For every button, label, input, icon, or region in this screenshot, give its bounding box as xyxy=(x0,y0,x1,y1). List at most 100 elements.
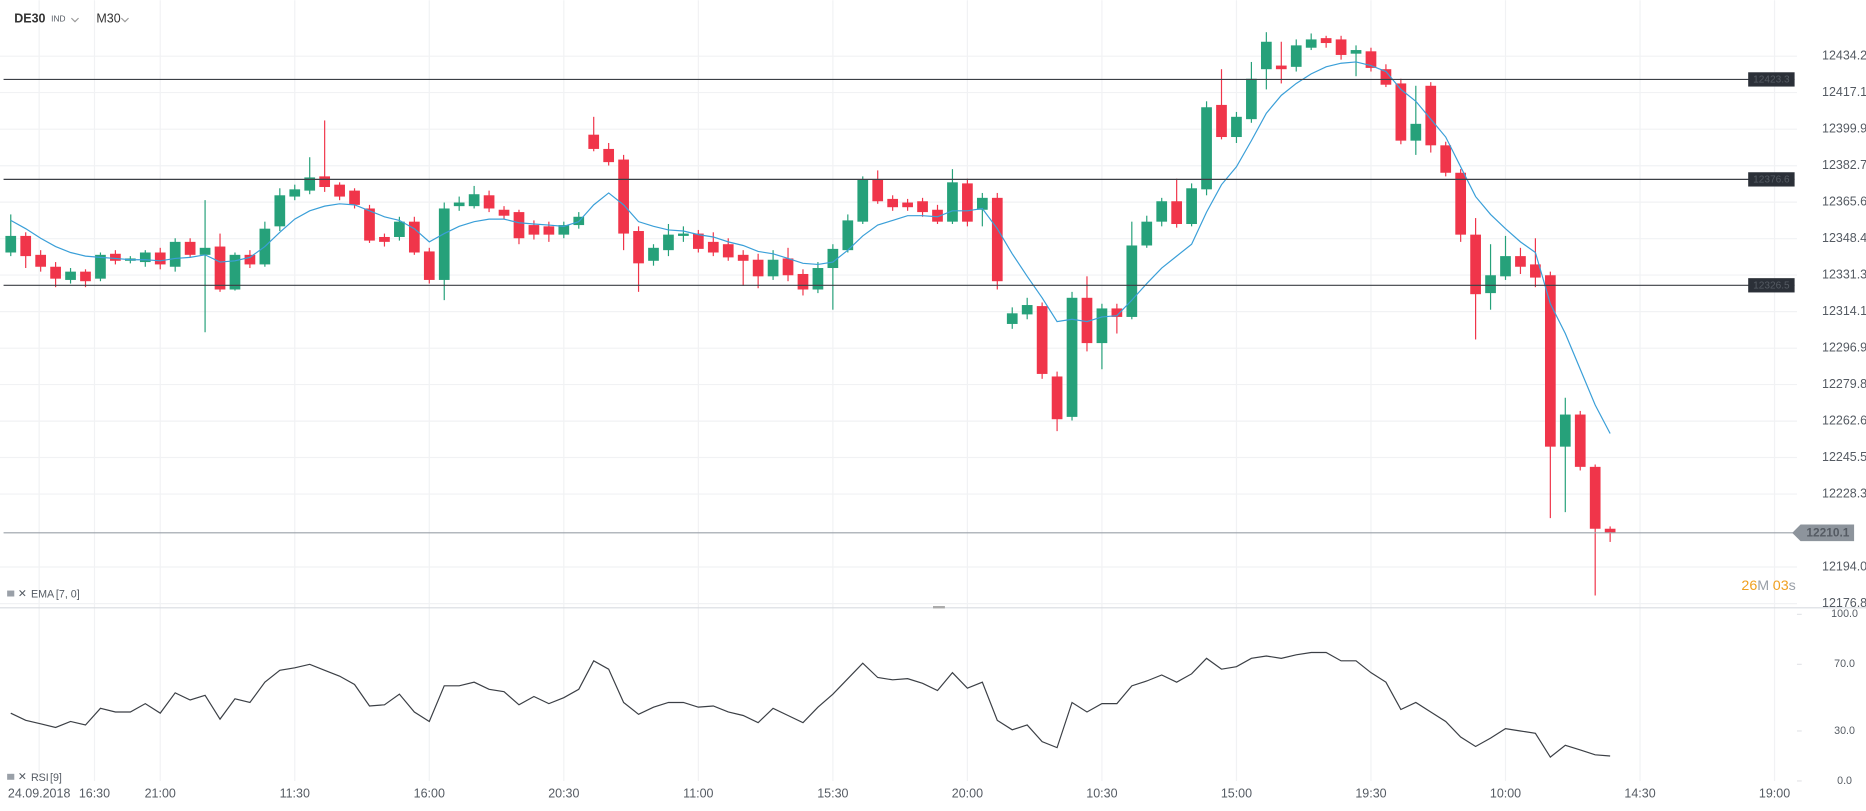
rsi-name: RSI xyxy=(31,772,49,784)
candle-body xyxy=(1574,414,1586,467)
x-tick-label: 11:00 xyxy=(683,786,713,800)
countdown-unit: s xyxy=(1789,578,1796,594)
level-label: 12376.6 xyxy=(1753,175,1790,186)
x-tick-label: 19:30 xyxy=(1355,786,1386,800)
candle-body xyxy=(1036,306,1048,374)
candle-body xyxy=(1111,308,1123,317)
last-price-box xyxy=(1792,524,1855,542)
candle-body xyxy=(289,189,301,197)
x-tick-label: 20:30 xyxy=(548,786,579,800)
x-tick-label: 21:00 xyxy=(145,786,176,800)
candle-body xyxy=(110,253,121,261)
dropdown-caret[interactable] xyxy=(70,17,79,23)
pane-handle[interactable] xyxy=(933,606,945,609)
candle-body xyxy=(1081,297,1093,344)
candle-body xyxy=(65,271,76,280)
candle-body xyxy=(1320,38,1332,44)
candle-body xyxy=(1559,414,1571,447)
x-tick-label: 15:30 xyxy=(817,786,848,800)
level-box xyxy=(1748,278,1795,293)
candle-body xyxy=(797,273,809,290)
candle-body xyxy=(1425,85,1437,146)
candle-body xyxy=(1455,172,1467,235)
candle-body xyxy=(991,197,1003,282)
rsi-tick-label: 0.0 xyxy=(1837,775,1852,787)
y-tick-label: 12176.8 xyxy=(1822,596,1866,610)
level-box xyxy=(1748,72,1795,87)
candle-body xyxy=(1186,188,1197,225)
y-tick-label: 12331.3 xyxy=(1822,267,1866,281)
y-tick-label: 12228.3 xyxy=(1822,486,1866,500)
candle-body xyxy=(1216,104,1227,138)
candle-body xyxy=(139,252,151,263)
candle-body xyxy=(364,208,375,241)
candle-body xyxy=(543,226,555,235)
rsi-params: [9] xyxy=(50,772,62,784)
candle-body xyxy=(1290,45,1302,67)
indicator-icon[interactable] xyxy=(7,590,15,597)
y-tick-label: 12279.8 xyxy=(1822,377,1866,391)
indicator-icon[interactable] xyxy=(7,773,15,780)
candle-body xyxy=(214,246,226,290)
candle-body xyxy=(199,247,211,255)
candle-body xyxy=(1231,116,1242,138)
candle-body xyxy=(558,225,570,235)
indicator-close[interactable]: ✕ xyxy=(18,771,27,783)
y-tick-label: 12382.7 xyxy=(1822,158,1866,172)
candle-body xyxy=(1066,297,1078,417)
candle-body xyxy=(394,221,405,237)
candle-body xyxy=(1096,308,1108,344)
candle-body xyxy=(782,258,794,276)
candle-body xyxy=(857,179,869,222)
last-price-label: 12210.1 xyxy=(1806,526,1849,540)
candle-body xyxy=(184,241,196,255)
candle-body xyxy=(1171,201,1183,225)
x-tick-label: 24.09.2018 xyxy=(8,786,71,800)
candle-body xyxy=(633,231,644,264)
x-tick-label: 10:00 xyxy=(1490,786,1521,800)
candle-body xyxy=(50,266,61,279)
candle-body xyxy=(319,176,331,188)
candle-body xyxy=(707,241,719,253)
candle-body xyxy=(692,233,704,249)
candle-body xyxy=(947,182,958,222)
level-label: 12326.5 xyxy=(1753,281,1790,292)
candle-body xyxy=(917,201,928,213)
y-tick-label: 12417.1 xyxy=(1822,85,1866,99)
dropdown-caret[interactable] xyxy=(120,17,129,23)
y-tick-label: 12262.6 xyxy=(1822,413,1866,427)
indicator-close[interactable]: ✕ xyxy=(18,588,27,600)
candle-body xyxy=(1156,201,1168,222)
rsi-tick-label: 30.0 xyxy=(1834,725,1855,737)
candle-body xyxy=(588,134,600,149)
x-tick-label: 19:00 xyxy=(1759,786,1790,800)
candle-body xyxy=(842,220,854,251)
candle-body xyxy=(737,254,749,261)
symbol[interactable]: DE30 xyxy=(14,12,45,26)
candle-body xyxy=(1021,305,1033,315)
y-tick-label: 12245.5 xyxy=(1822,450,1866,464)
x-tick-label: 14:30 xyxy=(1624,786,1655,800)
timeframe[interactable]: M30 xyxy=(96,12,120,26)
candle-body xyxy=(902,202,913,208)
candle-body xyxy=(767,259,779,277)
candle-body xyxy=(1305,39,1317,48)
x-tick-label: 20:00 xyxy=(952,786,983,800)
candle-body xyxy=(932,209,943,222)
candle-body xyxy=(1440,145,1452,173)
countdown-minutes: 26 xyxy=(1741,578,1757,594)
candle-body xyxy=(1246,78,1257,120)
y-tick-label: 12348.4 xyxy=(1822,231,1866,245)
ema-line xyxy=(10,61,1611,434)
candle-body xyxy=(408,221,420,253)
ema-params: [7, 0] xyxy=(56,589,80,601)
candle-body xyxy=(603,148,615,163)
candle-body xyxy=(648,247,659,261)
candle-body xyxy=(1604,528,1616,533)
x-tick-label: 10:30 xyxy=(1086,786,1117,800)
candle-body xyxy=(1500,256,1511,277)
candle-body xyxy=(872,179,884,202)
countdown-seconds: 03 xyxy=(1773,578,1789,594)
candle-body xyxy=(976,197,988,210)
candle-body xyxy=(1365,51,1377,68)
